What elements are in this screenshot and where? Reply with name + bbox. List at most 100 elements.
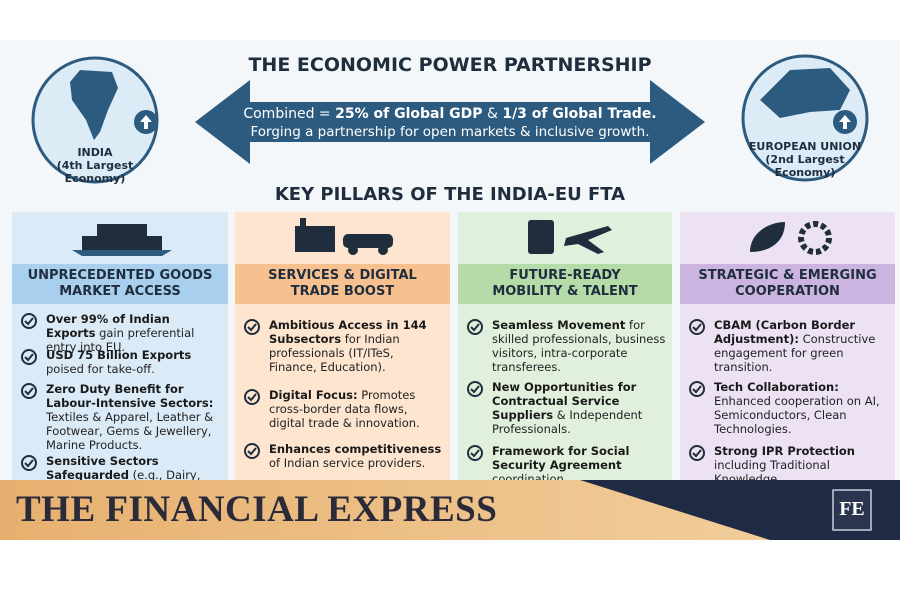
bullet-icon xyxy=(688,318,708,338)
pillar-column: STRATEGIC & EMERGING COOPERATION CBAM (Car… xyxy=(680,212,895,480)
title-line: MOBILITY & TALENT xyxy=(492,284,638,299)
pillar-item: Sensitive Sectors Safeguarded (e.g., Dai… xyxy=(46,454,222,480)
pillar-item: Digital Focus: Promotes cross-border dat… xyxy=(269,388,444,430)
pillar-item: Enhances competitiveness of Indian servi… xyxy=(269,442,444,470)
eu-label: EUROPEAN UNION (2nd Largest Economy) xyxy=(735,140,875,179)
pillar-title: SERVICES & DIGITAL TRADE BOOST xyxy=(235,264,450,304)
item-text: (e.g., Dairy, Agriculture) with xyxy=(132,468,201,480)
footer-shape xyxy=(580,480,900,540)
bullet-icon xyxy=(688,444,708,464)
bullet-icon xyxy=(466,444,486,464)
pillar-item: USD 75 Billion Exports poised for take-o… xyxy=(46,348,222,376)
pillar-column: FUTURE-READY MOBILITY & TALENT Seamless Mo… xyxy=(458,212,672,480)
bullet-icon xyxy=(243,388,263,408)
item-lead: Framework for Social Security Agreement xyxy=(492,444,630,472)
bullet xyxy=(21,455,37,471)
pillar-item: CBAM (Carbon Border Adjustment): Constru… xyxy=(714,318,889,374)
item-lead: Over 99% of Indian Exports xyxy=(46,312,170,340)
item-lead: USD 75 Billion Exports xyxy=(46,348,192,362)
pillar-item: Zero Duty Benefit for Labour-Intensive S… xyxy=(46,382,222,452)
bullet xyxy=(467,319,483,335)
banner-part: & xyxy=(482,106,503,122)
bullet xyxy=(21,349,37,365)
item-text: Constructive engagement for green transi… xyxy=(714,332,876,374)
item-lead: Ambitious Access in 144 Subsectors xyxy=(269,318,427,346)
bullet-icon xyxy=(20,348,40,368)
title-line: FUTURE-READY xyxy=(509,268,621,283)
india-map xyxy=(70,70,118,140)
item-text: poised for take-off. xyxy=(46,362,155,376)
pillar-item: Ambitious Access in 144 Subsectors for I… xyxy=(269,318,444,374)
pillar-title: FUTURE-READY MOBILITY & TALENT xyxy=(458,264,672,304)
badge-note: Economy) xyxy=(774,166,836,179)
item-lead: Tech Collaboration: xyxy=(714,380,839,394)
title-line: UNPRECEDENTED GOODS xyxy=(27,268,213,283)
banner-part: Combined = xyxy=(243,106,336,122)
bullet xyxy=(467,381,483,397)
icon xyxy=(750,221,832,255)
bullet xyxy=(244,389,260,405)
brand: THE FINANCIAL EXPRESS xyxy=(16,489,498,530)
bullet xyxy=(244,319,260,335)
title-line: STRATEGIC & EMERGING xyxy=(698,268,877,283)
badge-note: Economy) xyxy=(64,172,126,185)
title-line: MARKET ACCESS xyxy=(59,284,181,299)
icon xyxy=(295,218,393,255)
icon xyxy=(528,220,612,254)
pillar-icon xyxy=(680,212,895,266)
bullet xyxy=(689,381,705,397)
item-lead: Enhances competitiveness xyxy=(269,442,442,456)
pillar-column: SERVICES & DIGITAL TRADE BOOST Ambitious A… xyxy=(235,212,450,480)
pillar-title: UNPRECEDENTED GOODS MARKET ACCESS xyxy=(12,264,228,304)
banner-line: Forging a partnership for open markets &… xyxy=(250,124,650,140)
item-text: Enhanced cooperation on AI, Semiconducto… xyxy=(714,394,880,436)
badge-note: (4th Largest xyxy=(56,159,134,172)
badge-note: (2nd Largest xyxy=(765,153,845,166)
item-lead: Zero Duty Benefit for Labour-Intensive S… xyxy=(46,382,214,410)
pillar-item: Strong IPR Protection including Traditio… xyxy=(714,444,889,480)
badge-name: EUROPEAN UNION xyxy=(748,140,862,153)
pillar-title: STRATEGIC & EMERGING COOPERATION xyxy=(680,264,895,304)
bullet-icon xyxy=(20,454,40,474)
item-text: including Traditional Knowledge xyxy=(714,458,830,480)
item-lead: Sensitive Sectors Safeguarded xyxy=(46,454,159,480)
item-lead: Strong IPR Protection xyxy=(714,444,855,458)
pillar-item: Over 99% of Indian Exports gain preferen… xyxy=(46,312,222,354)
item-lead: New Opportunities for Contractual Servic… xyxy=(492,380,637,422)
bullet xyxy=(21,313,37,329)
pillar-item: Tech Collaboration: Enhanced cooperation… xyxy=(714,380,889,436)
double-arrow xyxy=(195,80,705,164)
logo-box xyxy=(832,489,872,531)
bullet xyxy=(467,445,483,461)
item-text: of Indian service providers. xyxy=(269,456,426,470)
logo: FE xyxy=(839,498,865,520)
footer xyxy=(0,480,900,540)
pillar-icon xyxy=(235,212,450,266)
item-text: for Indian professionals (IT/ITeS, Finan… xyxy=(269,332,400,374)
bullet-icon xyxy=(688,380,708,400)
bullet xyxy=(21,383,37,399)
header-graphic xyxy=(31,54,869,184)
item-text: coordination xyxy=(492,472,564,480)
bullet xyxy=(689,319,705,335)
title-line: COOPERATION xyxy=(735,284,840,299)
pillar-item: New Opportunities for Contractual Servic… xyxy=(492,380,666,436)
title-line: SERVICES & DIGITAL xyxy=(268,268,417,283)
bullet-icon xyxy=(466,380,486,400)
item-text: Textiles & Apparel, Leather & Footwear, … xyxy=(46,410,214,452)
item-lead: Seamless Movement xyxy=(492,318,626,332)
title-line: TRADE BOOST xyxy=(290,284,395,299)
pillar-icon xyxy=(458,212,672,266)
item-lead: Digital Focus: xyxy=(269,388,358,402)
bullet xyxy=(689,445,705,461)
bullet xyxy=(244,443,260,459)
pillar-column: UNPRECEDENTED GOODS MARKET ACCESS Over 99%… xyxy=(12,212,228,480)
banner-part: 1/3 of Global Trade. xyxy=(502,106,657,122)
item-lead: CBAM (Carbon Border Adjustment): xyxy=(714,318,856,346)
item-text: gain preferential entry into EU. xyxy=(46,326,195,354)
pillar-item: Framework for Social Security Agreement … xyxy=(492,444,666,480)
bullet-icon xyxy=(20,382,40,402)
item-text: & Independent Professionals. xyxy=(492,408,643,436)
banner-part: 25% of Global GDP xyxy=(335,106,483,122)
